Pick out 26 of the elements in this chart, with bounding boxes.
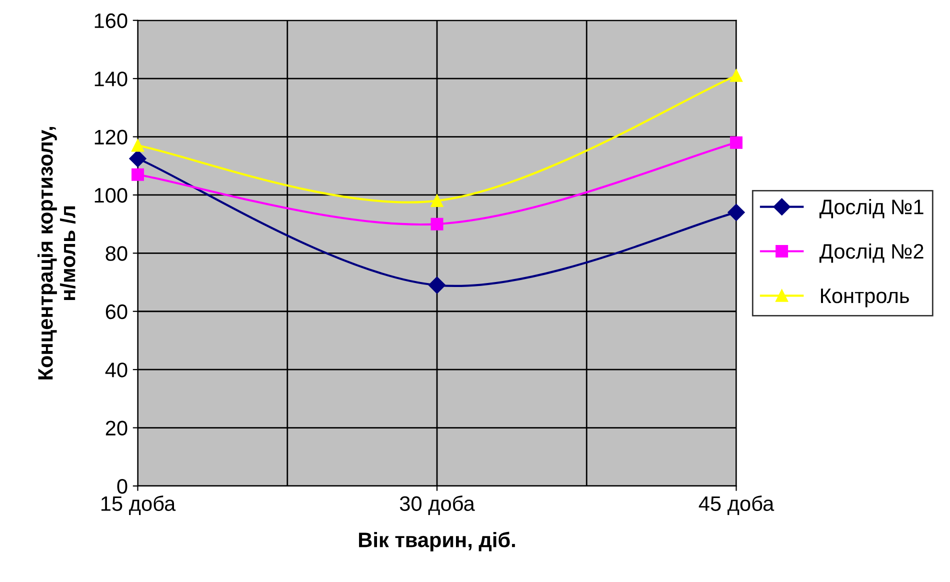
point [132,139,144,152]
y-tick-label: 60 [106,304,128,320]
y-tick-label: 160 [94,13,128,28]
x-tick-label: 30 доба [400,496,475,515]
point [430,194,444,208]
legend-label: Дослід №1 [819,199,924,218]
point [730,136,742,149]
point [730,69,742,82]
point [129,150,146,168]
y-tick-label: 0 [117,478,128,494]
x-tick-label: 45 доба [698,496,774,515]
y-tick-label: 80 [106,246,128,261]
legend-label: Дослід №2 [819,243,924,263]
legend-label: Контроль [821,288,909,308]
y-tick-label: 140 [94,72,128,86]
point [430,218,444,230]
y-tick-label: 20 [106,420,128,436]
y-tick-label: 40 [105,362,128,378]
y-tick-label: 100 [94,188,128,203]
y-tick-label: 120 [94,130,128,145]
y-axis-title: Концентрація кортизолу, н/моль /л [38,126,76,380]
point [428,276,446,294]
point [728,204,745,221]
point [132,168,144,181]
x-tick-label: 15 доба [101,496,176,515]
x-axis-title: Вік тварин, діб. [359,532,515,552]
